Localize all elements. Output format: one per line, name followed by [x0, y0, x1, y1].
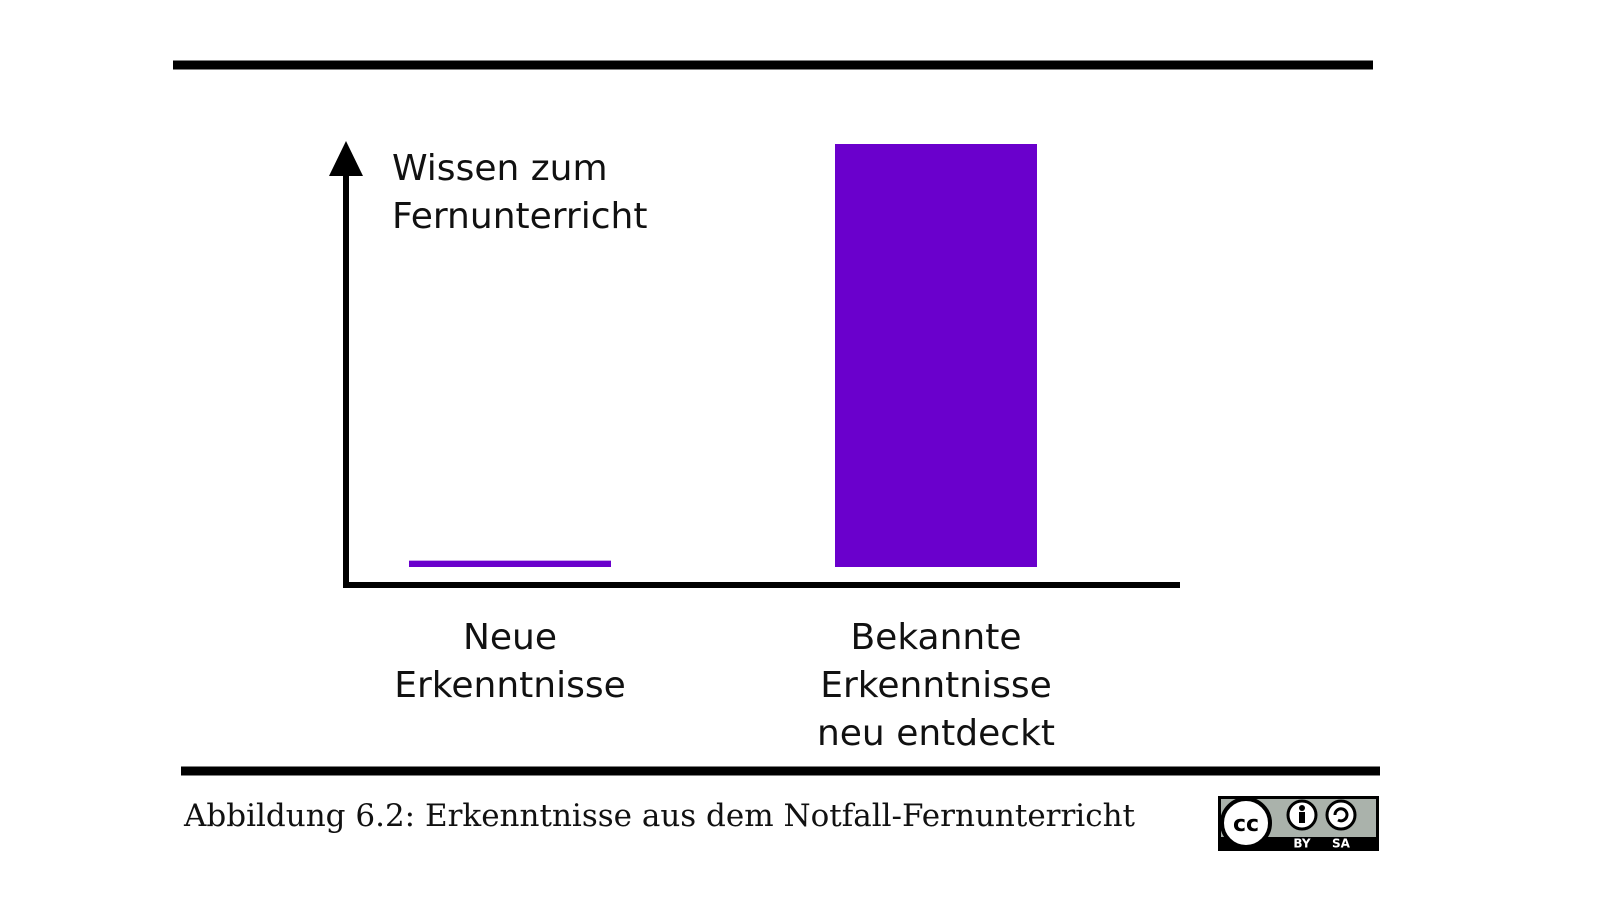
y-axis-arrow — [329, 141, 363, 176]
cc-circle — [1220, 797, 1272, 849]
cc-text: cc — [1233, 812, 1259, 837]
sa-text: SA — [1332, 837, 1351, 851]
sa-icon — [1325, 799, 1357, 831]
by-text: BY — [1293, 837, 1310, 851]
bar — [409, 560, 611, 567]
bar — [835, 144, 1037, 567]
x-tick-label: Neue Erkenntnisse — [394, 617, 626, 706]
sa-arrow — [1333, 807, 1349, 823]
license-badge: cc BY SA — [1218, 796, 1379, 851]
by-body — [1299, 812, 1305, 823]
x-tick-label: Bekannte Erkenntnisse neu entdeckt — [816, 617, 1056, 754]
y-axis-label: Wissen zum Fernunterricht — [392, 148, 648, 237]
by-head — [1299, 805, 1305, 811]
figure-caption: Abbildung 6.2: Erkenntnisse aus dem Notf… — [184, 798, 1136, 834]
